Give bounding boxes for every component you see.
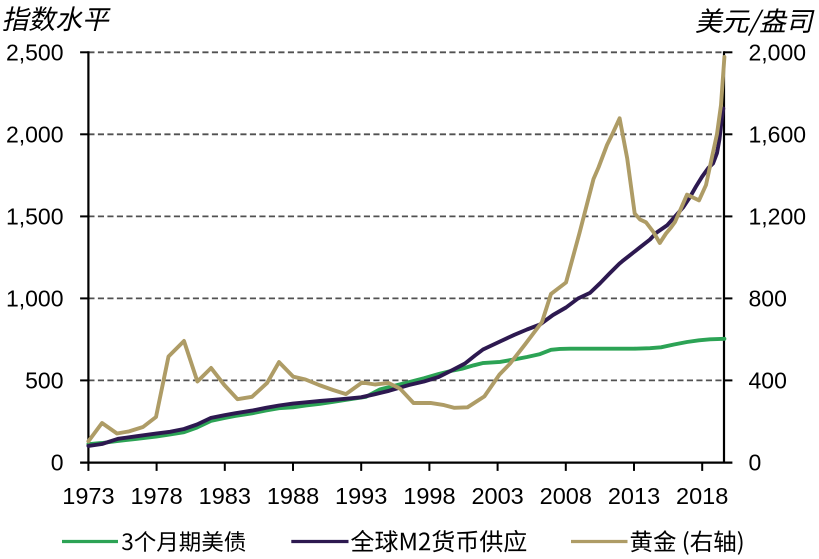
svg-text:1993: 1993 <box>335 483 387 509</box>
svg-text:1988: 1988 <box>267 483 319 509</box>
svg-text:2008: 2008 <box>540 483 592 509</box>
svg-text:1,000: 1,000 <box>6 286 64 312</box>
svg-text:1,200: 1,200 <box>749 204 807 230</box>
svg-text:2,000: 2,000 <box>749 39 807 65</box>
svg-text:500: 500 <box>25 368 63 394</box>
svg-text:400: 400 <box>749 368 787 394</box>
svg-text:1998: 1998 <box>403 483 455 509</box>
svg-text:2013: 2013 <box>608 483 660 509</box>
svg-text:1,600: 1,600 <box>749 121 807 147</box>
svg-text:1983: 1983 <box>199 483 251 509</box>
svg-text:2,000: 2,000 <box>6 121 64 147</box>
svg-text:2003: 2003 <box>471 483 523 509</box>
svg-text:0: 0 <box>749 450 762 476</box>
svg-text:2,500: 2,500 <box>6 39 64 65</box>
svg-text:2018: 2018 <box>676 483 728 509</box>
svg-text:1978: 1978 <box>130 483 182 509</box>
svg-text:800: 800 <box>749 286 787 312</box>
svg-text:0: 0 <box>51 450 64 476</box>
svg-text:1973: 1973 <box>62 483 114 509</box>
svg-text:1,500: 1,500 <box>6 204 64 230</box>
